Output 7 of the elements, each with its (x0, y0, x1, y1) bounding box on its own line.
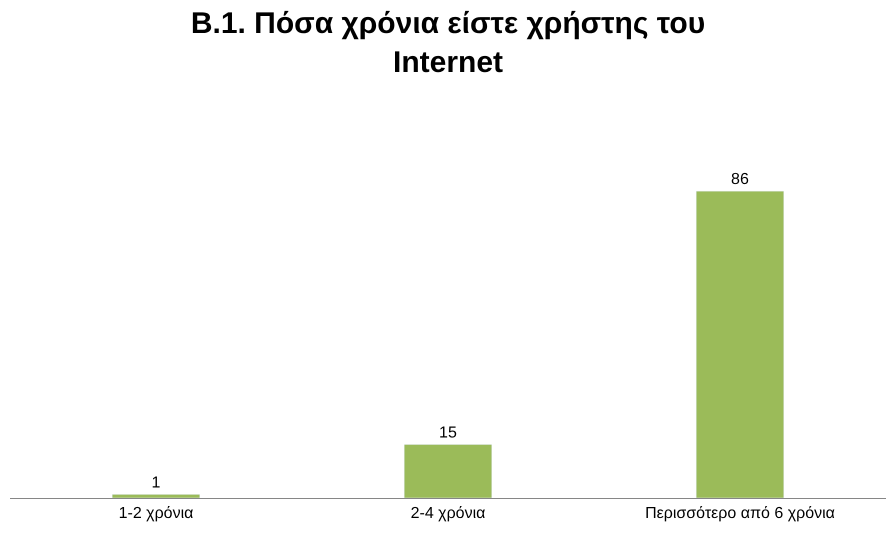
data-label: 86 (731, 171, 749, 188)
x-tick-label: Περισσότερο από 6 χρόνια (645, 505, 835, 522)
x-tick-label: 2-4 χρόνια (410, 505, 486, 522)
data-label: 15 (439, 424, 457, 442)
x-tick-label: 1-2 χρόνια (118, 505, 194, 522)
chart-title: Β.1. Πόσα χρόνια είστε χρήστης του Internet (190, 6, 706, 79)
data-label: 1 (152, 474, 160, 492)
